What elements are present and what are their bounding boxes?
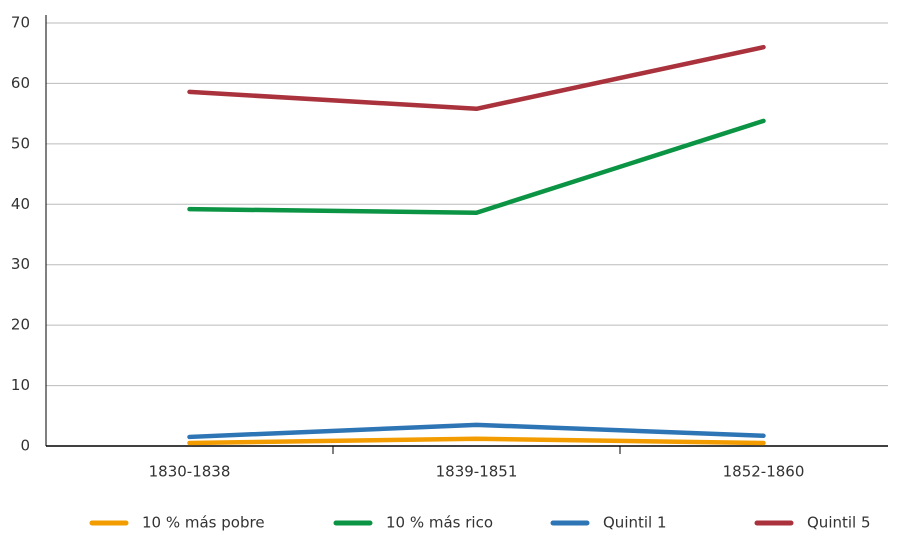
y-tick-label: 70 <box>11 14 30 32</box>
legend-label: Quintil 5 <box>807 514 871 532</box>
y-tick-label: 50 <box>11 134 30 152</box>
y-tick-label: 30 <box>11 255 30 273</box>
legend-label: Quintil 1 <box>603 514 667 532</box>
legend-label: 10 % más pobre <box>142 514 265 532</box>
x-tick-label: 1839-1851 <box>436 463 518 481</box>
legend-label: 10 % más rico <box>386 514 493 532</box>
y-tick-label: 40 <box>11 195 30 213</box>
x-tick-label: 1852-1860 <box>723 463 805 481</box>
x-tick-label: 1830-1838 <box>149 463 231 481</box>
y-tick-label: 60 <box>11 74 30 92</box>
series-line <box>187 118 766 215</box>
series-line <box>187 436 766 446</box>
y-tick-label: 10 <box>11 376 30 394</box>
y-tick-label: 0 <box>20 437 30 455</box>
series-line <box>187 44 766 112</box>
y-tick-label: 20 <box>11 316 30 334</box>
series-line <box>187 422 766 440</box>
